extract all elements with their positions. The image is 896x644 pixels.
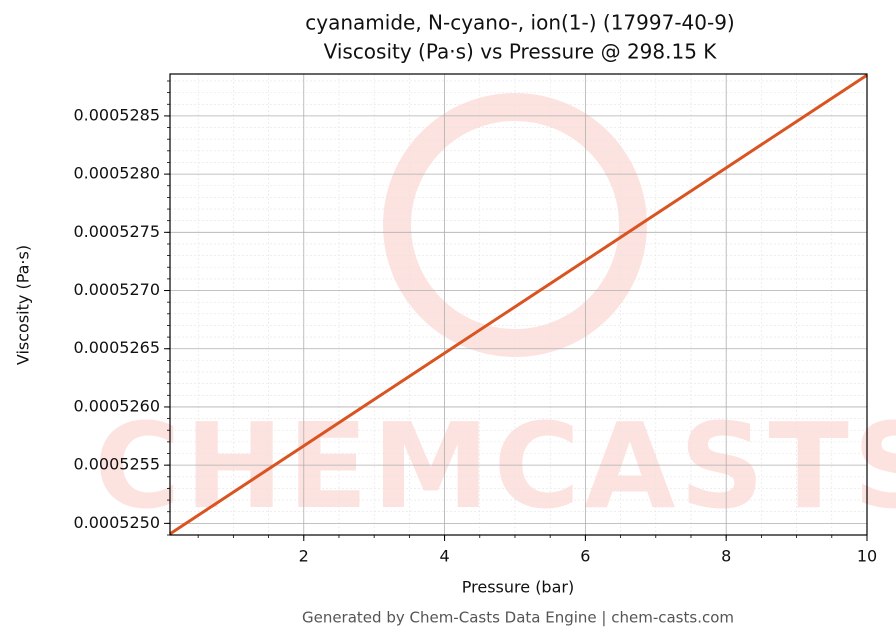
y-tick-label: 0.0005285	[73, 105, 160, 124]
y-tick-label: 0.0005280	[73, 164, 160, 183]
y-tick-label: 0.0005275	[73, 222, 160, 241]
plot-frame	[169, 73, 868, 536]
y-tick-label: 0.0005250	[73, 513, 160, 532]
y-tick-label: 0.0005255	[73, 455, 160, 474]
y-tick-label: 0.0005270	[73, 280, 160, 299]
x-tick-label: 6	[580, 547, 590, 566]
chart-subtitle: Viscosity (Pa·s) vs Pressure @ 298.15 K	[324, 40, 718, 64]
x-tick-label: 10	[857, 547, 877, 566]
watermark: CHEMCASTS	[94, 397, 896, 535]
y-axis-label: Viscosity (Pa·s)	[14, 245, 33, 365]
data-line	[169, 73, 868, 536]
x-tick-label: 4	[439, 547, 449, 566]
x-tick-label: 2	[299, 547, 309, 566]
chart-title: cyanamide, N-cyano-, ion(1-) (17997-40-9…	[305, 11, 734, 35]
y-tick-label: 0.0005265	[73, 338, 160, 357]
footer: Generated by Chem-Casts Data Engine | ch…	[302, 609, 734, 627]
y-tick-label: 0.0005260	[73, 396, 160, 415]
x-tick-label: 8	[721, 547, 731, 566]
x-axis-label: Pressure (bar)	[462, 578, 574, 597]
